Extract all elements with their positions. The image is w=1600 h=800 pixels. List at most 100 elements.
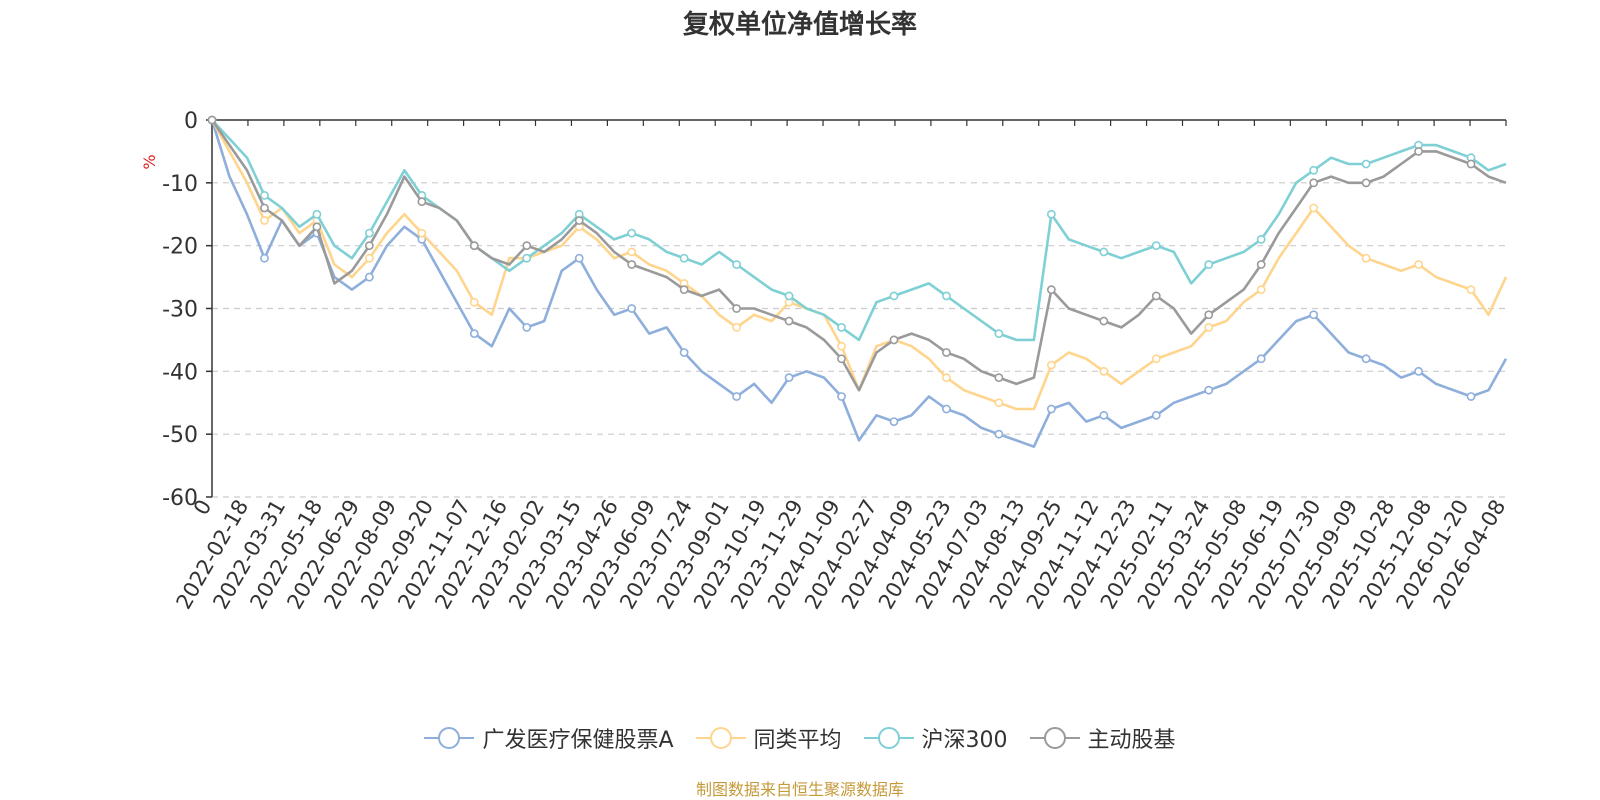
series-point: [364, 253, 374, 263]
y-tick-label: -30: [162, 298, 198, 323]
series-point: [1256, 354, 1266, 364]
series-point: [679, 348, 689, 357]
legend-label: 同类平均: [753, 728, 842, 753]
series-point: [1309, 165, 1319, 175]
series-point: [1256, 285, 1266, 295]
series-point: [574, 216, 584, 225]
legend-item[interactable]: 同类平均: [695, 722, 842, 754]
chart-legend: 广发医疗保健股票A 同类平均 沪深300 主动股基: [0, 722, 1600, 754]
legend-label: 主动股基: [1087, 728, 1176, 753]
series-point: [1046, 209, 1056, 219]
grid-layer: [212, 182, 1506, 498]
series-layer: [207, 115, 1508, 449]
series-line: [210, 119, 1508, 411]
data-source-note: 制图数据来自恒生聚源数据库: [695, 780, 904, 799]
series-point: [994, 329, 1004, 339]
chart-title: 复权单位净值增长率: [682, 10, 917, 40]
series-point: [1361, 178, 1371, 188]
series-point: [679, 285, 689, 295]
series-point: [627, 247, 637, 257]
series-point: [994, 398, 1004, 408]
series-point: [942, 404, 951, 414]
series-point: [417, 197, 427, 207]
series-point: [1046, 285, 1056, 295]
y-tick-label: -60: [162, 486, 198, 511]
series-point: [1046, 360, 1056, 370]
series-point: [994, 373, 1004, 383]
series-point: [574, 253, 584, 263]
series-point: [469, 241, 479, 251]
series-point: [1256, 260, 1266, 269]
series-point: [732, 260, 741, 269]
series-point: [1204, 260, 1214, 269]
series-point: [1414, 260, 1423, 269]
y-tick-label: -50: [162, 423, 198, 448]
y-axis-unit-label: %: [140, 154, 159, 169]
series-point: [364, 228, 374, 238]
y-tick-label: 0: [184, 109, 198, 134]
series-point: [1204, 310, 1214, 320]
series-point: [837, 322, 846, 332]
legend-swatch-icon: [695, 727, 746, 749]
series-point: [312, 209, 322, 219]
series-point: [837, 392, 846, 401]
y-tick-label: -10: [162, 172, 198, 197]
series-point: [417, 228, 427, 238]
series-point: [1151, 410, 1161, 420]
series-point: [522, 241, 532, 251]
series-point: [1099, 316, 1109, 326]
x-tick-label: 0: [189, 496, 216, 520]
axis-layer: 0-10-20-30-40-50-6002022-02-182022-03-31…: [162, 109, 1510, 613]
series-point: [1466, 285, 1476, 295]
series-point: [627, 304, 637, 313]
series-point: [732, 392, 741, 401]
series-point: [1151, 241, 1161, 251]
series-point: [784, 291, 794, 301]
legend-item[interactable]: 广发医疗保健股票A: [424, 722, 674, 754]
legend-label: 广发医疗保健股票A: [482, 728, 674, 753]
series-point: [522, 322, 532, 332]
series-point: [942, 373, 951, 383]
series-point: [889, 291, 899, 301]
series-point: [1099, 410, 1109, 420]
legend-swatch-icon: [424, 727, 475, 749]
series-point: [994, 429, 1004, 439]
series-point: [1099, 247, 1109, 257]
series-line: [210, 119, 1508, 449]
series-point: [469, 297, 479, 307]
series-point: [889, 335, 899, 345]
series-point: [627, 228, 637, 238]
legend-item[interactable]: 沪深300: [863, 722, 1008, 754]
series-point: [260, 216, 269, 225]
series-point: [732, 304, 741, 313]
series-point: [469, 329, 479, 339]
series-point: [1361, 159, 1371, 169]
series-point: [1046, 404, 1056, 414]
series-point: [1099, 366, 1109, 376]
series-point: [364, 272, 374, 282]
series-point: [942, 291, 951, 301]
series-point: [837, 354, 846, 364]
series-point: [1309, 178, 1319, 188]
legend-swatch-icon: [863, 727, 914, 749]
legend-swatch-icon: [1029, 727, 1080, 749]
series-point: [260, 190, 269, 200]
series-point: [364, 241, 374, 251]
series-point: [732, 322, 741, 332]
series-point: [837, 341, 846, 351]
series-point: [1466, 392, 1476, 401]
series-point: [1466, 159, 1476, 169]
y-tick-label: -20: [162, 235, 198, 260]
legend-label: 沪深300: [921, 728, 1008, 753]
series-point: [784, 373, 794, 383]
series-point: [1151, 354, 1161, 364]
legend-item[interactable]: 主动股基: [1029, 722, 1176, 754]
series-point: [260, 253, 269, 263]
series-point: [207, 115, 217, 125]
series-point: [260, 203, 269, 213]
series-point: [1204, 322, 1214, 332]
series-point: [1256, 234, 1266, 244]
series-line: [210, 119, 1507, 392]
series-point: [1414, 147, 1423, 156]
